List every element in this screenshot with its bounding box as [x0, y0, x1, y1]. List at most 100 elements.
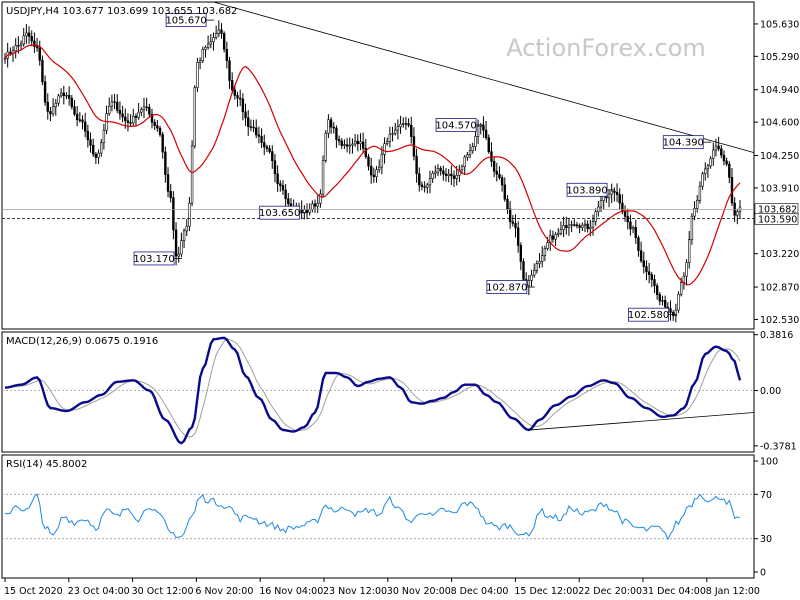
candle [706, 163, 710, 178]
candle [543, 245, 547, 262]
candle [97, 149, 100, 164]
candle [214, 25, 218, 40]
candle [14, 38, 17, 59]
candle [380, 146, 384, 175]
candle [321, 155, 325, 197]
rsi-line [5, 493, 741, 541]
candle [343, 139, 346, 150]
candle [559, 221, 563, 236]
candle [615, 183, 619, 202]
candle [324, 130, 327, 163]
candle [444, 168, 448, 182]
candle [313, 199, 317, 213]
candle [332, 122, 335, 134]
candle [19, 40, 23, 50]
candle [519, 242, 523, 271]
candle [647, 262, 651, 284]
candle [75, 106, 79, 127]
time-tick-label: 8 Dec 04:00 [451, 586, 509, 597]
candle [728, 160, 731, 184]
candle [113, 93, 116, 110]
time-tick-label: 8 Jan 12:00 [706, 586, 760, 597]
candle [565, 216, 568, 235]
candle [372, 167, 376, 183]
candle [452, 170, 456, 187]
annotation-label: 102.580 [628, 310, 669, 321]
candle [59, 88, 63, 98]
candle [340, 138, 343, 150]
candle [273, 154, 277, 183]
candle [142, 97, 146, 119]
time-tick-label: 23 Oct 04:00 [68, 586, 130, 597]
candle [241, 93, 245, 121]
candle [671, 310, 675, 321]
candle [506, 195, 509, 214]
watermark: ActionForex.com [506, 34, 706, 62]
price-annotation: 104.390 [663, 135, 712, 150]
reference-price-label: 103.590 [758, 214, 797, 225]
candle [78, 112, 82, 123]
candle [217, 20, 221, 38]
candle [108, 97, 111, 116]
candle [626, 208, 629, 230]
candle [153, 119, 156, 130]
price-annotation: 102.870 [486, 280, 535, 294]
macd-label: MACD(12,26,9) 0.0675 0.1916 [6, 336, 158, 347]
price-tick-label: 104.600 [760, 118, 799, 129]
candle [599, 194, 603, 213]
candle [527, 275, 531, 296]
candle [583, 219, 587, 233]
candle [442, 165, 445, 181]
symbol-header: USDJPY,H4 103.677 103.699 103.655 103.68… [6, 6, 237, 17]
time-tick-label: 30 Oct 12:00 [132, 586, 194, 597]
price-annotation: 104.570 [435, 118, 485, 132]
candle [439, 166, 442, 176]
candle [557, 228, 560, 238]
annotation-label: 104.570 [435, 120, 476, 131]
candle [361, 132, 365, 153]
candle [41, 55, 44, 86]
candle [698, 181, 702, 204]
candle [532, 263, 536, 278]
candle [618, 188, 621, 210]
candle [83, 112, 87, 138]
candle [538, 253, 541, 269]
rsi-tick-label: 70 [760, 490, 772, 501]
candle [634, 219, 637, 244]
rsi-label: RSI(14) 45.8002 [6, 459, 87, 470]
candle [447, 168, 450, 183]
candle [129, 114, 132, 127]
candle [396, 119, 400, 140]
candle [637, 235, 640, 257]
candle [353, 134, 357, 147]
candle [420, 181, 424, 191]
candle [492, 157, 496, 178]
main-lines [2, 1, 755, 219]
candle [607, 189, 611, 208]
time-tick-label: 15 Oct 2020 [4, 586, 63, 597]
candle [249, 119, 253, 132]
rsi-tick-label: 100 [760, 457, 778, 468]
candle [369, 157, 373, 184]
macd-signal-line [4, 338, 741, 438]
candle [239, 89, 242, 107]
candle [426, 182, 429, 194]
macd-main-line [4, 336, 742, 445]
candle [100, 138, 103, 157]
macd-tick-label: 0.00 [760, 386, 781, 397]
candle [407, 118, 410, 128]
candle [27, 26, 31, 44]
candle [228, 56, 231, 89]
price-tick-label: 103.220 [760, 249, 799, 260]
candle [158, 125, 162, 137]
candle [591, 214, 595, 236]
candles [3, 20, 742, 323]
candle [674, 303, 678, 323]
candle [631, 225, 635, 234]
price-annotation: 103.170 [133, 251, 183, 266]
candle [388, 126, 392, 148]
candle [169, 184, 172, 203]
rsi-panel: RSI(14) 45.8002 [1, 454, 755, 579]
candle [410, 116, 413, 144]
time-tick-label: 22 Dec 20:00 [578, 586, 642, 597]
